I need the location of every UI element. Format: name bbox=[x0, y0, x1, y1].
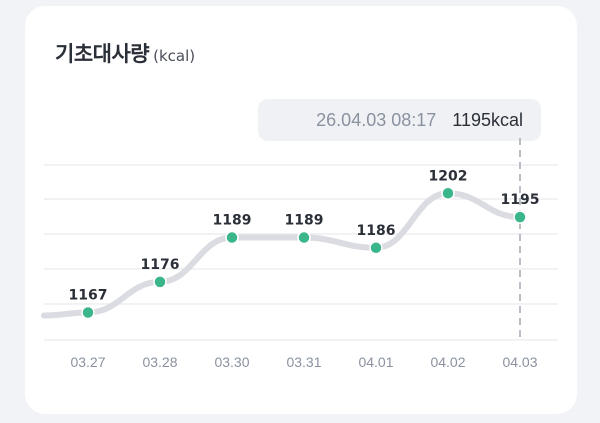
x-tick-label: 04.02 bbox=[430, 354, 465, 370]
x-tick-label: 03.31 bbox=[286, 354, 321, 370]
data-point[interactable] bbox=[153, 275, 167, 289]
data-label: 1186 bbox=[357, 223, 396, 239]
data-label: 1167 bbox=[69, 288, 108, 304]
x-axis-ticks: 03.27 03.28 03.30 03.31 04.01 04.02 04.03 bbox=[70, 354, 537, 370]
data-point[interactable] bbox=[297, 230, 311, 245]
x-tick-label: 03.28 bbox=[142, 354, 177, 370]
data-point[interactable] bbox=[513, 210, 527, 224]
value-tooltip: 26.04.03 08:17 1195kcal bbox=[258, 99, 541, 141]
data-label: 1176 bbox=[141, 257, 180, 273]
x-tick-label: 04.03 bbox=[502, 354, 537, 370]
chart-grid bbox=[44, 164, 558, 341]
series-line bbox=[41, 190, 523, 319]
chart-title: 기초대사량 bbox=[55, 42, 150, 66]
data-point[interactable] bbox=[369, 241, 383, 255]
data-points bbox=[81, 186, 527, 320]
data-point[interactable] bbox=[81, 305, 95, 320]
bmr-card: 기초대사량 (kcal) 26.04.03 08:17 1195kcal 1167… bbox=[25, 6, 577, 414]
x-tick-label: 03.27 bbox=[70, 354, 105, 370]
data-label: 1202 bbox=[429, 168, 468, 184]
chart-unit: (kcal) bbox=[153, 47, 196, 65]
card-header: 기초대사량 (kcal) bbox=[55, 38, 195, 68]
tooltip-value: 1195kcal bbox=[452, 109, 523, 130]
data-point[interactable] bbox=[225, 230, 239, 245]
data-point[interactable] bbox=[441, 186, 455, 201]
x-tick-label: 04.01 bbox=[358, 354, 393, 370]
tooltip-date: 26.04.03 08:17 bbox=[316, 109, 437, 130]
x-tick-label: 03.30 bbox=[214, 354, 249, 370]
data-label: 1189 bbox=[213, 213, 252, 229]
data-label: 1195 bbox=[501, 192, 540, 208]
data-label: 1189 bbox=[285, 213, 324, 229]
data-labels: 1167 1176 1189 1189 1186 1202 1195 bbox=[69, 168, 540, 303]
